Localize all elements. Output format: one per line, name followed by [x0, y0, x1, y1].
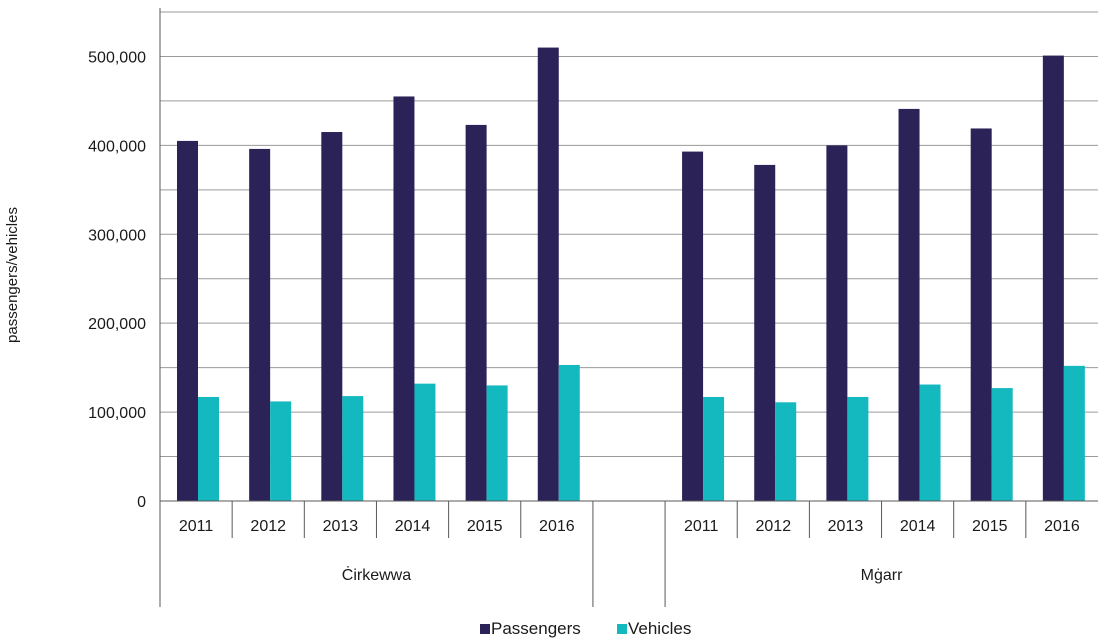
bar-vehicles-2011 — [198, 396, 219, 501]
group-label: Mġarr — [861, 567, 903, 584]
bar-passengers-2014 — [393, 96, 415, 502]
bar-vehicles-2015 — [486, 385, 508, 501]
labels: 0 100,000 200,000 300,000 400,000 500,000 2011… — [88, 49, 1080, 584]
bar-vehicles-2012 — [775, 402, 797, 501]
x-tick-label: 2013 — [323, 518, 359, 535]
group-label: Ċirkewwa — [342, 564, 411, 584]
bar-passengers-2016 — [537, 47, 559, 502]
legend-label-passengers: Passengers — [491, 619, 581, 638]
legend-swatch-vehicles — [617, 624, 627, 634]
legend-label-vehicles: Vehicles — [628, 619, 691, 638]
y-tick-label: 500,000 — [88, 49, 146, 66]
bar-vehicles-2014 — [414, 383, 436, 501]
bars — [177, 47, 1085, 502]
bar-passengers-2013 — [321, 132, 343, 501]
bar-vehicles-2014 — [919, 384, 941, 501]
bar-vehicles-2016 — [558, 364, 580, 501]
gridlines — [160, 11, 1098, 458]
bar-vehicles-2013 — [847, 396, 869, 501]
x-tick-label: 2015 — [467, 518, 503, 535]
bar-passengers-2015 — [465, 124, 487, 501]
x-tick-label: 2011 — [684, 518, 719, 535]
x-tick-label: 2012 — [250, 518, 286, 535]
legend-swatch-passengers — [480, 624, 490, 634]
y-tick-label: 0 — [137, 494, 146, 511]
bar-passengers-2016 — [1042, 55, 1064, 501]
x-tick-label: 2015 — [972, 518, 1008, 535]
bar-passengers-2014 — [898, 108, 920, 501]
x-tick-label: 2014 — [395, 518, 431, 535]
x-tick-label: 2012 — [756, 518, 792, 535]
bar-passengers-2012 — [754, 164, 776, 501]
axes — [159, 8, 1098, 607]
legend: Passengers Vehicles — [480, 619, 691, 638]
bar-vehicles-2012 — [270, 401, 292, 501]
y-axis-title: passengers/vehicles — [4, 207, 21, 343]
x-tick-label: 2013 — [828, 518, 864, 535]
bar-vehicles-2011 — [703, 396, 725, 501]
bar-passengers-2013 — [826, 145, 848, 501]
bar-vehicles-2016 — [1063, 365, 1085, 501]
bar-passengers-2012 — [249, 148, 271, 502]
x-tick-label: 2011 — [179, 518, 214, 535]
bar-vehicles-2015 — [991, 388, 1013, 501]
bar-passengers-2011 — [682, 151, 704, 501]
x-tick-label: 2016 — [539, 518, 575, 535]
x-tick-label: 2014 — [900, 518, 936, 535]
y-tick-label: 400,000 — [88, 138, 146, 155]
y-tick-label: 300,000 — [88, 227, 146, 244]
y-tick-label: 200,000 — [88, 316, 146, 333]
x-tick-label: 2016 — [1044, 518, 1080, 535]
bar-passengers-2011 — [177, 140, 198, 501]
bar-passengers-2015 — [970, 128, 992, 502]
bar-vehicles-2013 — [342, 396, 364, 501]
y-tick-label: 100,000 — [88, 405, 146, 422]
